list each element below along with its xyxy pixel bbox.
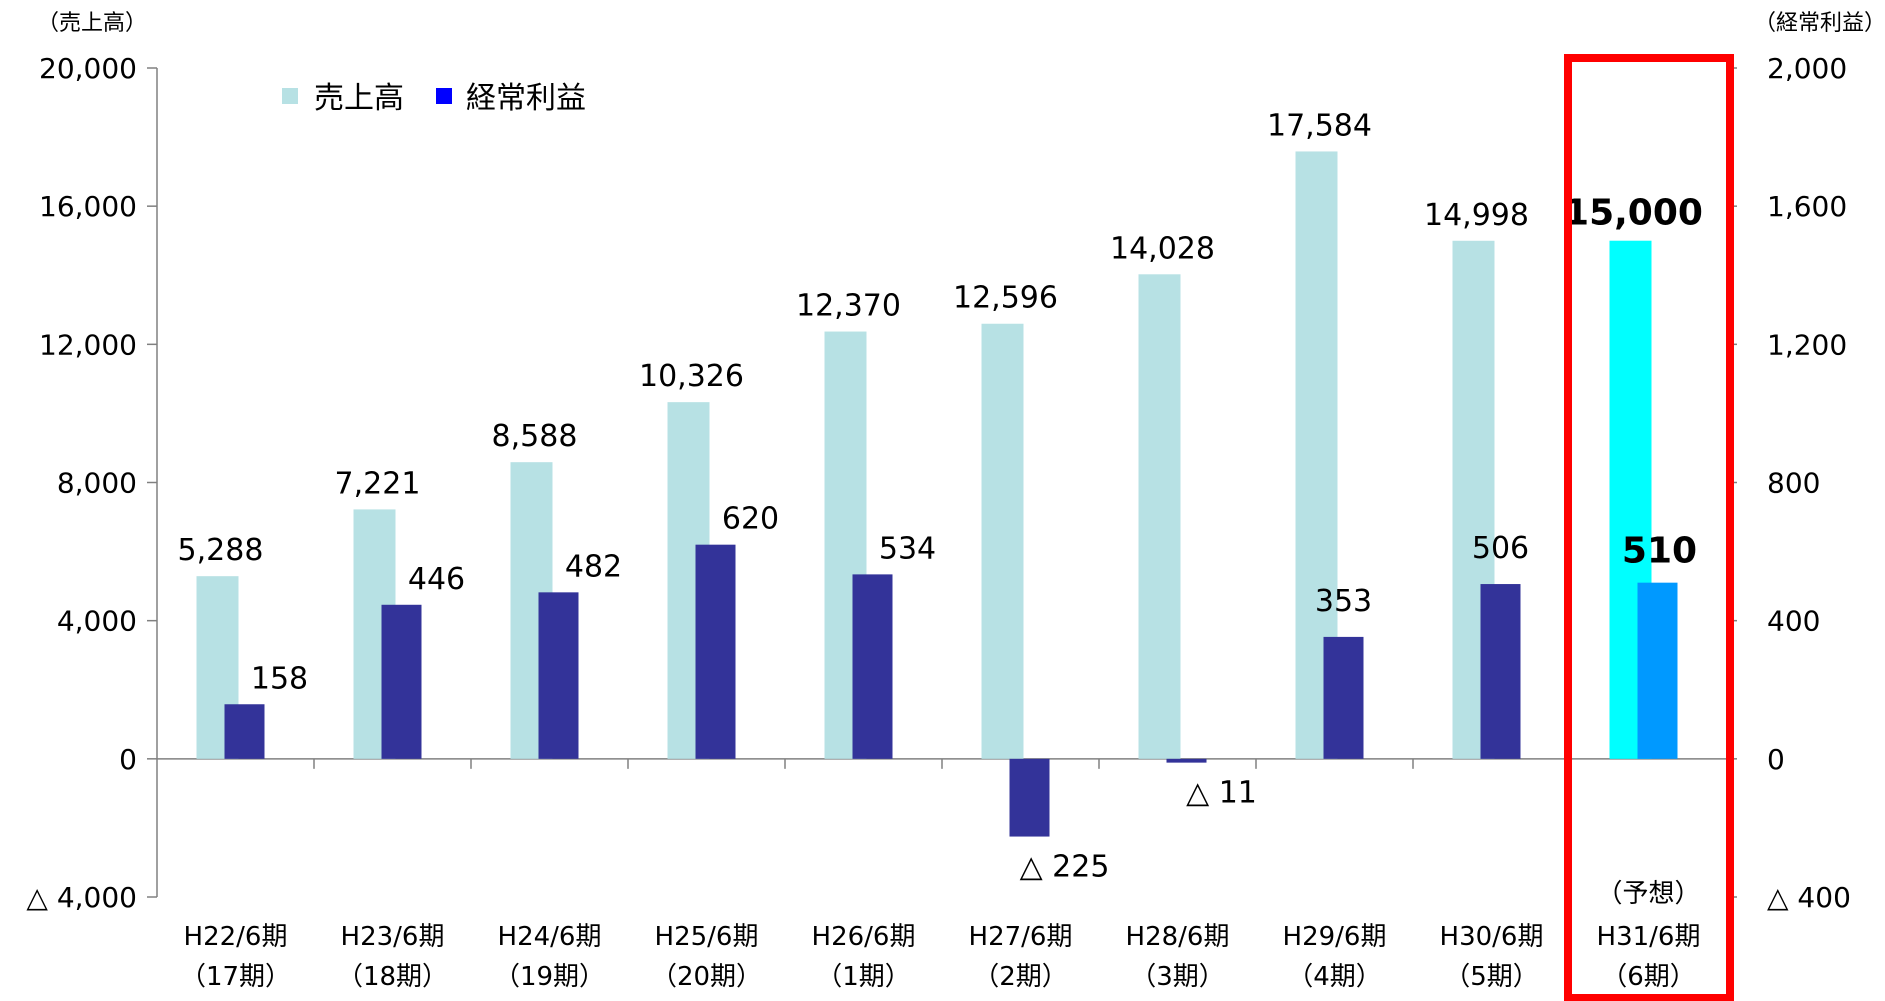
data-label-sales: 10,326 [639,359,744,394]
data-label-profit: △ 225 [1020,850,1110,885]
bars [196,151,1678,837]
left-tick-label: 0 [119,743,137,776]
category-label: H31/6期 [1597,922,1701,952]
bar-profit [538,592,579,759]
legend-swatch-profit [436,88,452,104]
bar-profit [1480,584,1521,759]
legend-label-sales: 売上高 [314,81,404,116]
left-axis-unit-label: （売上高） [37,11,147,36]
data-label-profit: △ 11 [1186,776,1257,811]
right-tick-label: 2,000 [1767,52,1847,85]
category-sublabel: （5期） [1444,962,1539,992]
data-label-sales: 8,588 [492,419,578,454]
right-tick-label: 800 [1767,467,1820,500]
legend-swatch-sales [282,88,298,104]
forecast-highlight-box [1564,54,1734,1001]
data-label-sales: 14,028 [1110,231,1215,266]
category-label: H22/6期 [184,922,288,952]
data-label-sales: 17,584 [1267,108,1372,143]
bar-profit [1323,636,1364,759]
data-label-sales: 12,370 [796,289,901,324]
data-label-profit: 446 [408,562,465,597]
category-label: H27/6期 [969,922,1073,952]
category-sublabel: （2期） [973,962,1068,992]
category-label: H29/6期 [1283,922,1387,952]
category-sublabel: （19期） [494,962,605,992]
bar-sales [1138,274,1181,759]
left-tick-label: 4,000 [57,605,137,638]
category-sublabel: （3期） [1130,962,1225,992]
right-tick-label: 1,600 [1767,190,1847,223]
category-label: H28/6期 [1126,922,1230,952]
left-tick-label: 16,000 [39,190,137,223]
category-sublabel: （1期） [816,962,911,992]
left-tick-label: 12,000 [39,328,137,361]
highlight-group [1564,54,1734,1001]
value-labels: 5,288 158 7,221 446 8,588 482 10,326 620 12,370 5… [178,108,1703,884]
legend: 売上高 経常利益 [282,81,586,116]
data-label-sales: 7,221 [335,466,421,501]
data-label-profit: 158 [251,661,308,696]
data-label-profit: 620 [722,502,779,537]
category-sublabel: （4期） [1287,962,1382,992]
bar-profit [1637,582,1678,759]
category-label: H26/6期 [812,922,916,952]
data-label-profit: 534 [879,531,936,566]
bar-profit [695,544,736,759]
bar-profit [224,704,265,759]
bar-profit [1166,758,1207,763]
data-label-profit: 482 [565,549,622,584]
category-label: H23/6期 [341,922,445,952]
category-label: H25/6期 [655,922,759,952]
category-sublabel: （17期） [180,962,291,992]
axes: 20,000 16,000 12,000 8,000 4,000 0 △ 4,000 2,00… [26,52,1850,914]
data-label-profit: 353 [1315,584,1372,619]
category-sublabel: （20期） [651,962,762,992]
right-tick-label: 0 [1767,743,1785,776]
data-label-sales: 12,596 [953,281,1058,316]
bar-profit [852,574,893,759]
category-sublabel: （18期） [337,962,448,992]
right-tick-label: △ 400 [1767,881,1851,914]
category-label: H24/6期 [498,922,602,952]
bar-profit [381,604,422,759]
data-label-profit: 506 [1472,531,1529,566]
data-label-sales: 5,288 [178,533,264,568]
category-labels: H22/6期 （17期） H23/6期 （18期） H24/6期 （19期） H25/6期 （… [180,879,1701,992]
category-label: H30/6期 [1440,922,1544,952]
right-tick-label: 1,200 [1767,328,1847,361]
forecast-note: （予想） [1596,879,1700,909]
data-label-sales: 14,998 [1424,198,1529,233]
bar-sales [981,323,1024,759]
data-label-profit: 510 [1622,531,1697,572]
left-tick-label: △ 4,000 [26,881,137,914]
right-axis-unit-label: （経常利益） [1754,11,1885,36]
left-tick-label: 20,000 [39,52,137,85]
left-tick-label: 8,000 [57,467,137,500]
category-sublabel: （6期） [1601,962,1696,992]
right-tick-label: 400 [1767,605,1820,638]
bar-profit [1009,758,1050,837]
data-label-sales: 15,000 [1564,193,1703,234]
legend-label-profit: 経常利益 [466,81,586,116]
